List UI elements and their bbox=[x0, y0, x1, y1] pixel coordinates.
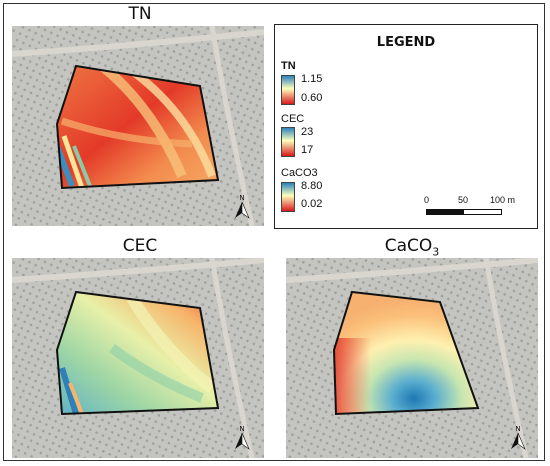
legend-cec-name: CEC bbox=[281, 113, 305, 125]
legend-cec-ramp bbox=[281, 127, 295, 157]
tn-north-arrow-icon: N bbox=[232, 193, 252, 219]
scale-bar bbox=[426, 209, 502, 215]
north-label: N bbox=[515, 425, 520, 433]
cec-panel-title: CEC bbox=[122, 236, 158, 256]
legend-caco3-name: CaCO3 bbox=[281, 167, 318, 179]
scale-label-100: 100 m bbox=[490, 195, 516, 205]
north-label: N bbox=[239, 194, 244, 202]
tn-map[interactable] bbox=[12, 26, 264, 226]
legend-caco3-min: 0.02 bbox=[301, 198, 323, 210]
legend-caco3-ramp bbox=[281, 182, 295, 212]
cec-north-arrow-icon: N bbox=[232, 424, 252, 450]
caco3-map[interactable] bbox=[286, 258, 538, 458]
legend-title: LEGEND bbox=[376, 35, 436, 50]
scale-label-0: 0 bbox=[424, 195, 430, 205]
legend-cec-max: 23 bbox=[301, 126, 314, 138]
caco3-north-arrow-icon: N bbox=[508, 424, 528, 450]
legend-tn-ramp bbox=[281, 75, 295, 105]
legend-box: LEGEND TN 1.15 0.60 CEC 23 17 CaCO3 8.80… bbox=[274, 24, 538, 229]
north-label: N bbox=[239, 425, 244, 433]
legend-tn-max: 1.15 bbox=[301, 73, 323, 85]
legend-tn-name: TN bbox=[281, 60, 296, 72]
legend-cec-min: 17 bbox=[301, 144, 314, 156]
tn-panel-title: TN bbox=[128, 4, 152, 24]
legend-caco3-max: 8.80 bbox=[301, 180, 323, 192]
legend-tn-min: 0.60 bbox=[301, 92, 323, 104]
cec-map[interactable] bbox=[12, 258, 264, 458]
caco3-panel-title: CaCO3 bbox=[384, 236, 440, 259]
scale-label-50: 50 bbox=[458, 195, 469, 205]
